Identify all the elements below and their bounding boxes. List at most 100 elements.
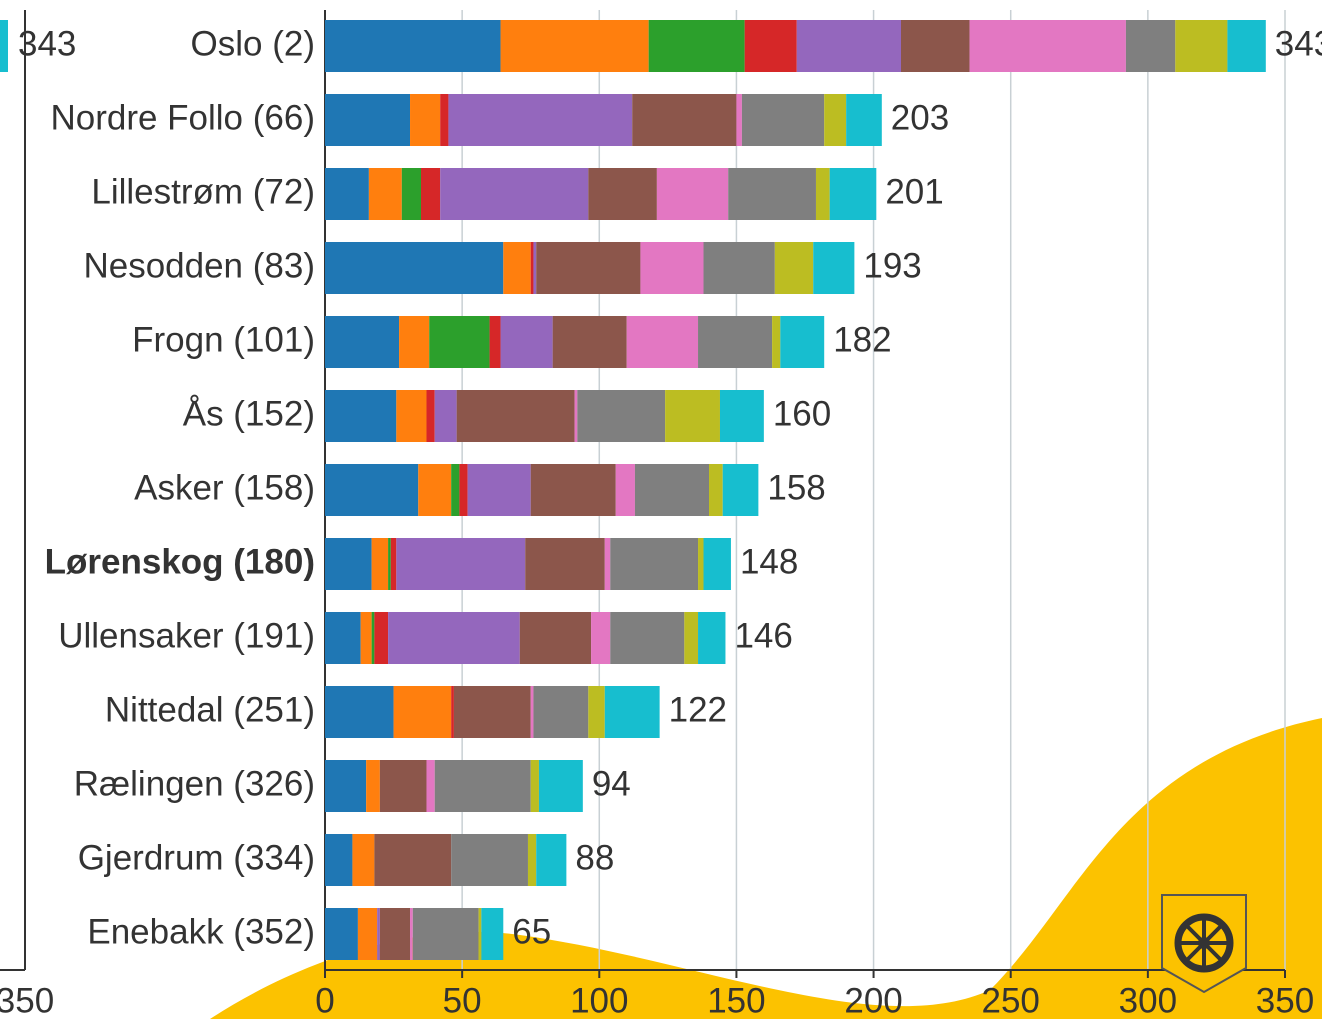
bar-segment <box>325 908 358 960</box>
bar-segment <box>536 834 567 886</box>
bar-segment <box>399 316 430 368</box>
bar-segment <box>434 390 457 442</box>
bar-segment <box>325 760 367 812</box>
bar-segment <box>530 242 534 294</box>
bar-segment <box>656 168 729 220</box>
bar-segment <box>588 686 605 738</box>
bar-segment <box>325 390 397 442</box>
bar-segment <box>969 20 1126 72</box>
total-label: 122 <box>669 690 727 729</box>
bar-segment <box>325 20 501 72</box>
bar-segment <box>577 390 666 442</box>
bar-segment <box>325 242 504 294</box>
bar-segment <box>371 612 375 664</box>
bar-segment <box>722 464 759 516</box>
bar-segment <box>368 168 402 220</box>
total-label: 148 <box>740 542 798 581</box>
bar-segment <box>533 686 589 738</box>
bar-segment <box>426 760 435 812</box>
bar-segment <box>352 834 375 886</box>
bar-segment <box>412 908 479 960</box>
bar-segment <box>741 94 825 146</box>
bar-segment <box>604 686 660 738</box>
x-tick-label: 250 <box>982 981 1040 1019</box>
x-tick-label: 300 <box>1119 981 1177 1019</box>
y-tick-label: Enebakk (352) <box>87 912 315 951</box>
bar-segment <box>325 834 353 886</box>
bar-segment <box>325 612 361 664</box>
y-tick-label: Gjerdrum (334) <box>78 838 315 877</box>
bar-segment <box>456 390 575 442</box>
y-tick-label: Rælingen (326) <box>74 764 315 803</box>
bar-segment <box>665 390 720 442</box>
bar-segment <box>503 242 531 294</box>
bar-segment <box>744 20 797 72</box>
bar-segment <box>1175 20 1228 72</box>
y-tick-label: Oslo (2) <box>191 24 315 63</box>
y-tick-label: Nittedal (251) <box>105 690 315 729</box>
bar-segment <box>467 464 531 516</box>
bar-segment <box>396 390 427 442</box>
y-tick-label: Ås (152) <box>183 394 315 433</box>
x-tick-label: 100 <box>570 981 628 1019</box>
bar-segment <box>538 760 583 812</box>
bar-segment <box>574 390 578 442</box>
bar-segment <box>325 464 419 516</box>
bar-segment <box>901 20 970 72</box>
bar-segment <box>325 686 394 738</box>
x-tick-label: 150 <box>707 981 765 1019</box>
bar-segment <box>448 94 633 146</box>
bar-segment <box>325 94 411 146</box>
bar-segment <box>489 316 501 368</box>
x-tick-label: 350 <box>1256 981 1314 1019</box>
bar-segment <box>640 242 704 294</box>
bar-segment <box>736 94 742 146</box>
bar-segment <box>796 20 901 72</box>
bar-segment <box>604 538 611 590</box>
y-tick-label: Lillestrøm (72) <box>91 172 315 211</box>
bar-segment <box>774 242 814 294</box>
bar-segment <box>591 612 611 664</box>
x-tick-label: 50 <box>443 981 482 1019</box>
bar-segment <box>401 168 421 220</box>
bar-segment <box>371 538 389 590</box>
x-tick-label: 0 <box>315 981 334 1019</box>
fragment-bar <box>0 20 8 72</box>
bar-segment <box>588 168 657 220</box>
bar-segment <box>451 834 528 886</box>
bar-segment <box>481 908 504 960</box>
bar-segment <box>813 242 855 294</box>
bar-segment <box>325 538 372 590</box>
total-label: 88 <box>575 838 614 877</box>
fragment-value-label: 343 <box>18 24 76 63</box>
bar-segment <box>610 612 685 664</box>
bar-segment <box>434 760 531 812</box>
bar-segment <box>634 464 709 516</box>
bar-segment <box>698 612 726 664</box>
total-label: 94 <box>592 764 631 803</box>
bar-segment <box>1227 20 1266 72</box>
bar-segment <box>552 316 627 368</box>
bar-segment <box>374 612 389 664</box>
bar-segment <box>698 316 773 368</box>
bar-segment <box>1125 20 1176 72</box>
bar-segment <box>426 390 435 442</box>
bar-segment <box>780 316 825 368</box>
bar-segment <box>719 390 764 442</box>
bar-segment <box>451 464 460 516</box>
bar-segment <box>530 464 616 516</box>
bar-segment <box>698 538 704 590</box>
bar-segment <box>390 538 397 590</box>
total-label: 201 <box>885 172 943 211</box>
bar-segment <box>500 316 553 368</box>
bar-segment <box>410 908 413 960</box>
bar-segment <box>418 464 452 516</box>
bar-segment <box>388 612 520 664</box>
total-label: 343 <box>1275 24 1322 63</box>
bar-segment <box>815 168 830 220</box>
bar-segment <box>388 538 391 590</box>
bar-segment <box>360 612 372 664</box>
bar-segment <box>325 168 369 220</box>
bar-segment <box>379 908 411 960</box>
